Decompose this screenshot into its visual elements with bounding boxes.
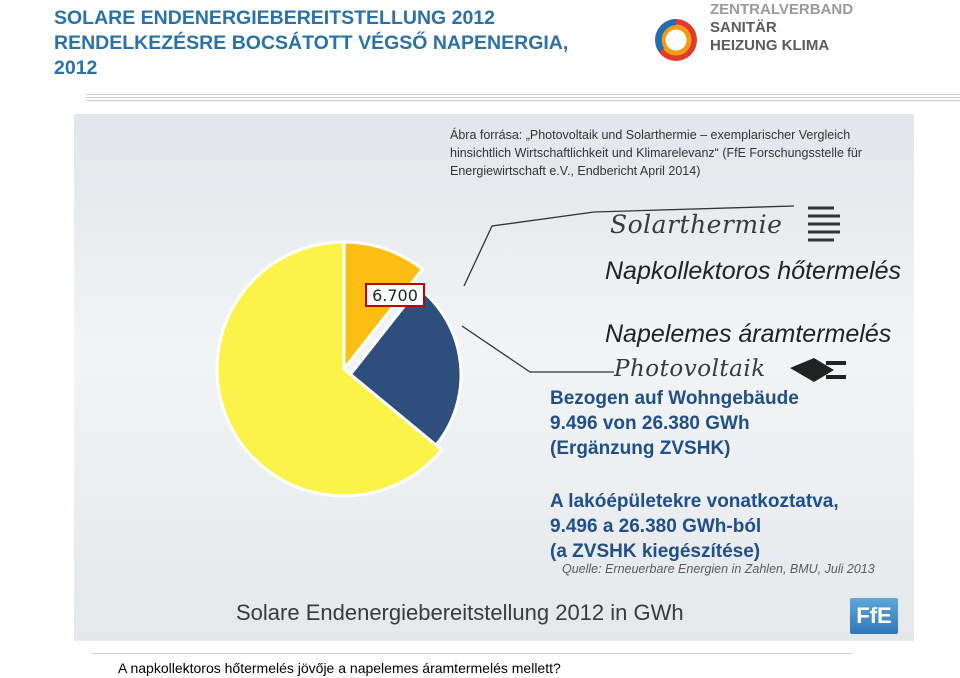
collector-icon bbox=[808, 206, 840, 242]
bezogen-line: (Ergänzung ZVSHK) bbox=[550, 438, 731, 459]
zvshk-logo-text: ZENTRALVERBAND SANITÄR HEIZUNG KLIMA bbox=[710, 1, 853, 55]
slice-value-box bbox=[365, 283, 425, 307]
source-note: Ábra forrása: „Photovoltaik und Solarthe… bbox=[450, 128, 862, 178]
quelle-note: Quelle: Erneuerbare Energien in Zahlen, … bbox=[562, 562, 875, 576]
logo-line: ZENTRALVERBAND bbox=[710, 1, 854, 18]
lako-line: (a ZVSHK kiegészítése) bbox=[550, 541, 761, 562]
header-divider bbox=[86, 94, 960, 102]
slice-value-label: 6.700 bbox=[365, 283, 425, 307]
chart-bottom-title: Solare Endenergiebereitstellung 2012 in … bbox=[236, 600, 684, 625]
napelemes-label: Napelemes áramtermelés bbox=[605, 320, 892, 348]
solarthermie-heading: Solarthermie bbox=[610, 210, 783, 239]
napkollektoros-label: Napkollektoros hőtermelés bbox=[605, 257, 901, 285]
footer-question: A napkollektoros hőtermelés jövője a nap… bbox=[118, 660, 561, 676]
solarthermie-leader-line bbox=[463, 205, 795, 287]
slice-value-text: 6.700 bbox=[372, 286, 418, 305]
photovoltaik-heading: Photovoltaik bbox=[614, 356, 766, 382]
zvshk-logo-icon bbox=[655, 19, 697, 61]
bezogen-line: 9.496 von 26.380 GWh bbox=[550, 413, 750, 434]
bezogen-note: Bezogen auf Wohngebäude 9.496 von 26.380… bbox=[550, 386, 799, 461]
chart-panel: Ábra forrása: „Photovoltaik und Solarthe… bbox=[74, 114, 914, 641]
pie-slice bbox=[215, 240, 444, 498]
page-title: SOLARE ENDENERGIEBEREITSTELLUNG 2012 REN… bbox=[54, 6, 654, 81]
plug-icon bbox=[790, 358, 846, 382]
pie-slice bbox=[347, 285, 463, 448]
footer-divider bbox=[92, 653, 852, 654]
bezogen-line: Bezogen auf Wohngebäude bbox=[550, 388, 799, 409]
photovoltaik-leader-line bbox=[461, 325, 614, 373]
lako-line: A lakóépületekre vonatkoztatva, bbox=[550, 491, 839, 512]
logo-line: SANITÄR bbox=[710, 19, 777, 36]
page-title-line: SOLARE ENDENERGIEBEREITSTELLUNG 2012 bbox=[54, 7, 495, 29]
pie-chart: 6.700 bbox=[215, 205, 846, 498]
lako-line: 9.496 a 26.380 GWh-ból bbox=[550, 516, 762, 537]
logo-line: HEIZUNG KLIMA bbox=[710, 37, 830, 54]
page-title-line: RENDELKEZÉSRE BOCSÁTOTT VÉGSŐ NAPENERGIA… bbox=[54, 32, 569, 54]
page-title-line: 2012 bbox=[54, 57, 98, 79]
lako-note: A lakóépületekre vonatkoztatva, 9.496 a … bbox=[550, 489, 839, 564]
ffe-logo: FfE bbox=[850, 598, 898, 634]
